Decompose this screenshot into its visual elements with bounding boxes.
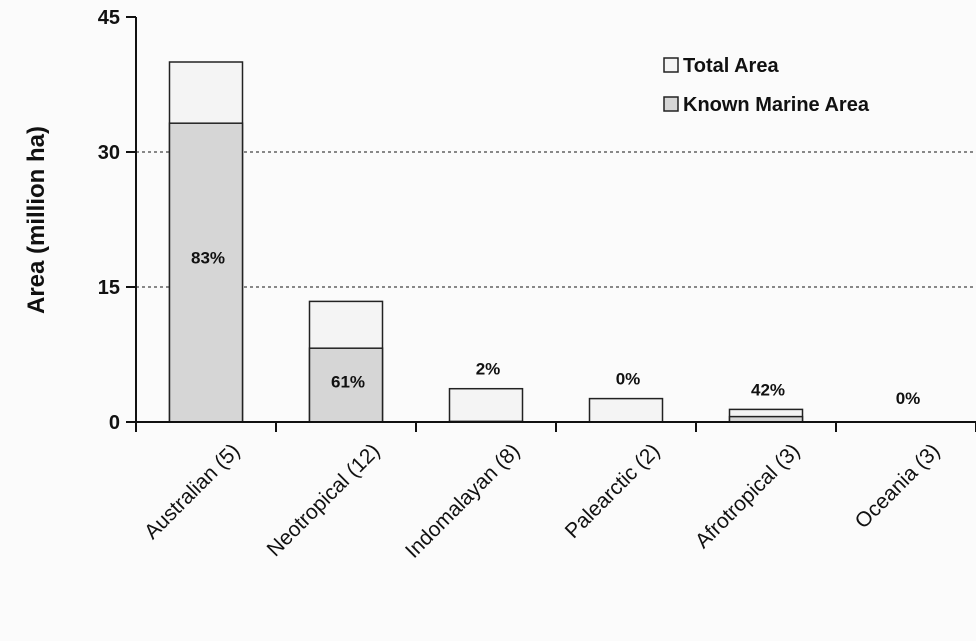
legend-label-1: Known Marine Area xyxy=(683,94,870,116)
percent-label-5: 0% xyxy=(896,389,921,408)
y-axis-title: Area (million ha) xyxy=(23,126,50,314)
bar-known-marine-area-0 xyxy=(168,122,244,423)
y-tick-label-30: 30 xyxy=(98,142,120,164)
percent-label-0: 83% xyxy=(191,249,225,268)
x-tick-label-3: Palearctic (2) xyxy=(561,439,665,543)
x-tick-label-0: Australian (5) xyxy=(140,439,245,544)
y-tick-label-15: 15 xyxy=(98,277,120,299)
legend-swatch-0 xyxy=(663,57,679,73)
legend-label-0: Total Area xyxy=(683,55,779,77)
percent-label-1: 61% xyxy=(331,372,365,391)
y-tick-label-45: 45 xyxy=(98,7,120,29)
legend-swatch-1 xyxy=(663,96,679,112)
bar-total-area-3 xyxy=(588,397,664,423)
percent-label-3: 0% xyxy=(616,370,641,389)
bar-known-marine-area-1 xyxy=(308,347,384,423)
percent-label-4: 42% xyxy=(751,380,785,399)
x-tick-label-1: Neotropical (12) xyxy=(263,439,385,561)
x-tick-label-5: Oceania (3) xyxy=(851,439,945,533)
x-tick-label-4: Afrotropical (3) xyxy=(691,439,805,553)
x-tick-label-2: Indomalayan (8) xyxy=(401,439,525,563)
bar-total-area-2 xyxy=(448,387,524,423)
y-tick-label-0: 0 xyxy=(109,412,120,434)
percent-label-2: 2% xyxy=(476,360,501,379)
